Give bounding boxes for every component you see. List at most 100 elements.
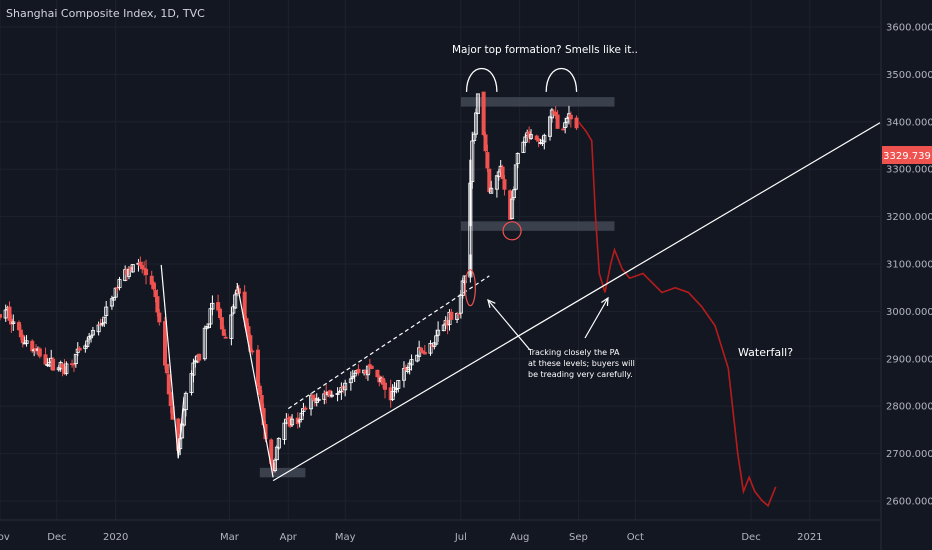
candle-body bbox=[449, 311, 454, 320]
chart-title: Shanghai Composite Index, 1D, TVC bbox=[6, 7, 205, 20]
candle-body bbox=[223, 336, 228, 339]
candle-body bbox=[500, 166, 505, 180]
candle-body bbox=[151, 282, 156, 290]
candle-body bbox=[250, 350, 255, 353]
x-tick-label: Nov bbox=[0, 532, 10, 543]
trendline-support bbox=[272, 122, 881, 482]
candle-body bbox=[242, 291, 247, 319]
x-tick-label: Mar bbox=[220, 532, 240, 543]
candle-body bbox=[419, 347, 424, 351]
candle-body bbox=[71, 363, 76, 366]
y-tick-label: 3200.000 bbox=[886, 212, 932, 223]
candle-body bbox=[255, 349, 260, 387]
candle-body bbox=[436, 329, 441, 336]
candle-body bbox=[485, 152, 490, 169]
candle-body bbox=[561, 128, 566, 131]
candle-body bbox=[221, 329, 226, 336]
x-tick-label: Jul bbox=[454, 532, 467, 543]
x-tick-label: Sep bbox=[569, 532, 588, 543]
candle-body bbox=[117, 279, 122, 289]
annotation-tracking-line-1: Tracking closely the PA bbox=[527, 348, 620, 357]
x-tick-label: 2021 bbox=[797, 532, 822, 543]
x-tick-label: 2020 bbox=[103, 532, 128, 543]
candle-body bbox=[219, 317, 224, 330]
candle-body bbox=[233, 294, 238, 309]
candle-body bbox=[0, 314, 3, 318]
candle-body bbox=[130, 264, 135, 273]
crash-line bbox=[236, 282, 274, 478]
candle-body bbox=[229, 314, 234, 339]
candle-body bbox=[11, 321, 16, 324]
candle-body bbox=[153, 290, 158, 298]
candle-body bbox=[510, 198, 515, 219]
candle-body bbox=[51, 358, 56, 371]
candle-body bbox=[409, 359, 414, 366]
candle-body bbox=[502, 179, 507, 190]
candle-body bbox=[529, 134, 534, 139]
candle-body bbox=[77, 347, 82, 351]
price-tag-label: 3329.739 bbox=[883, 151, 931, 162]
annotation-top-formation: Major top formation? Smells like it.. bbox=[452, 44, 638, 56]
candle-body bbox=[272, 459, 277, 472]
bounce-circle bbox=[502, 221, 522, 241]
candle-body bbox=[217, 308, 222, 319]
candle-body bbox=[89, 335, 94, 339]
shoulder-arc-left bbox=[465, 67, 498, 92]
trendline-channel-dashed bbox=[287, 275, 490, 410]
arrow-to-trendline-head bbox=[601, 296, 609, 307]
candle-body bbox=[166, 374, 171, 395]
x-tick-label: Dec bbox=[47, 532, 66, 543]
projection-layer bbox=[577, 121, 777, 508]
candle-body bbox=[7, 306, 12, 321]
candle-body bbox=[64, 363, 69, 374]
annotation-tracking-line-3: be treading very carefully. bbox=[528, 370, 633, 379]
projection-line bbox=[577, 121, 777, 508]
annotation-waterfall: Waterfall? bbox=[738, 346, 793, 359]
candle-body bbox=[475, 93, 480, 114]
candle-body bbox=[343, 382, 348, 391]
arrow-to-breakout-head bbox=[487, 298, 496, 308]
price-tag bbox=[882, 146, 932, 164]
x-tick-label: Dec bbox=[741, 532, 760, 543]
candle-body bbox=[310, 395, 315, 399]
candle-body bbox=[210, 302, 215, 310]
y-tick-label: 3100.000 bbox=[886, 260, 932, 271]
candle-body bbox=[20, 334, 25, 344]
y-tick-label: 3400.000 bbox=[886, 117, 932, 128]
x-tick-label: Aug bbox=[510, 532, 530, 543]
candle-body bbox=[104, 306, 109, 316]
candle-body bbox=[481, 91, 486, 136]
y-tick-label: 3600.000 bbox=[886, 22, 932, 33]
zones bbox=[259, 97, 615, 478]
candle-body bbox=[574, 117, 579, 129]
candle-body bbox=[356, 368, 361, 374]
low-zone bbox=[259, 467, 306, 478]
drop-line bbox=[160, 264, 185, 459]
candle-body bbox=[369, 365, 374, 369]
candle-body bbox=[290, 418, 295, 426]
candle-body bbox=[138, 261, 143, 266]
candle-body bbox=[157, 312, 162, 323]
x-tick-label: May bbox=[335, 532, 356, 543]
resistance-zone bbox=[460, 97, 615, 107]
support-zone bbox=[460, 221, 615, 231]
candle-body bbox=[515, 153, 520, 164]
y-axis: 2600.000 2700.000 2800.000 2900.000 3000.000… bbox=[880, 0, 932, 550]
candle-body bbox=[568, 114, 573, 120]
candle-body bbox=[3, 309, 8, 319]
candle-body bbox=[327, 390, 332, 396]
candle-body bbox=[162, 321, 167, 366]
x-tick-label: Apr bbox=[280, 532, 298, 543]
candle-body bbox=[168, 392, 173, 407]
candle-body bbox=[316, 398, 321, 401]
candle-body bbox=[197, 353, 202, 361]
candle-body bbox=[299, 412, 304, 420]
y-tick-label: 2800.000 bbox=[886, 402, 932, 413]
candle-body bbox=[536, 138, 541, 142]
candle-body bbox=[489, 187, 494, 194]
candle-body bbox=[382, 382, 387, 390]
grid-lines bbox=[0, 0, 880, 520]
candle-body bbox=[303, 407, 308, 410]
